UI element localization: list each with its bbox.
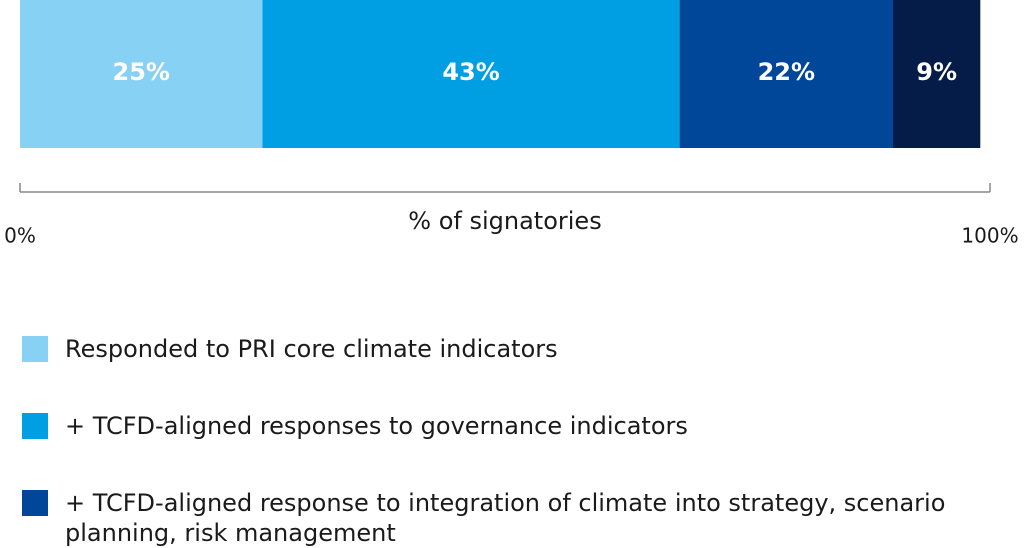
x-tick-label: 100% [961,224,1018,248]
value-label: 43% [442,58,499,86]
legend-swatch [22,413,48,439]
page: % of signatories 0% 100% 25% 43% 22% 9% Respo… [4,0,1019,547]
x-axis-label: % of signatories [408,207,601,235]
x-tick-label: 0% [4,224,36,248]
value-label: 9% [916,58,957,86]
legend-label: + TCFD-aligned responses to governance i… [65,412,688,440]
bar-segment [893,0,981,148]
legend-label: Responded to PRI core climate indicators [65,335,558,363]
legend-swatch [22,336,48,362]
bar-segment [20,0,263,148]
bar-segment [679,0,893,148]
value-label: 25% [113,58,170,86]
legend-label: + TCFD-aligned response to integration o… [65,489,946,547]
legend-swatch [22,490,48,516]
value-label: 22% [758,58,815,86]
chart: % of signatories 0% 100% 25% 43% 22% 9% [4,0,1019,248]
bar-segment [262,0,680,148]
